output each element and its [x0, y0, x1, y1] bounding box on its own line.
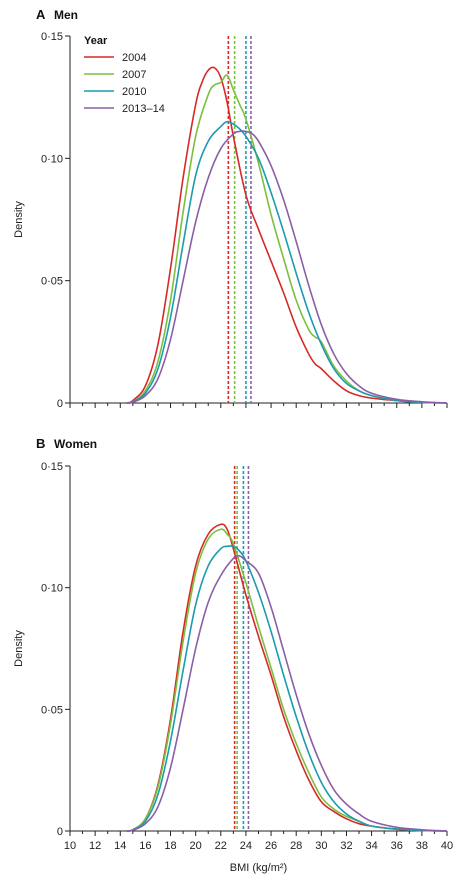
x-tick-label: 14 — [114, 840, 126, 852]
series-line-2010 — [126, 545, 448, 832]
x-tick-label: 34 — [365, 840, 377, 852]
x-tick-label: 12 — [89, 840, 101, 852]
x-tick-label: 30 — [315, 840, 327, 852]
series-line-2013–14 — [126, 130, 448, 404]
legend-title: Year — [84, 35, 108, 47]
x-tick-label: 36 — [391, 840, 403, 852]
legend-label: 2007 — [122, 69, 146, 81]
series-line-2004 — [126, 66, 448, 404]
panel-title: Women — [54, 437, 97, 451]
series-line-2010 — [126, 120, 448, 404]
x-tick-label: 16 — [139, 840, 151, 852]
x-tick-label: 40 — [441, 840, 453, 852]
x-tick-label: 24 — [240, 840, 252, 852]
y-tick-label: 0·05 — [41, 276, 63, 288]
legend-label: 2013–14 — [122, 103, 165, 115]
series-line-2004 — [126, 523, 448, 832]
x-tick-label: 28 — [290, 840, 302, 852]
panel-b-women: B Women 0 0·05 0·10 0·15 10 12 14 16 18 20 22 24 26 28 3… — [13, 436, 453, 874]
y-tick-label: 0·05 — [41, 704, 63, 716]
y-axis-label: Density — [13, 201, 25, 238]
panel-title: Men — [54, 8, 78, 22]
x-tick-label: 38 — [416, 840, 428, 852]
y-tick-label: 0·10 — [41, 153, 63, 165]
x-tick-label: 32 — [340, 840, 352, 852]
y-tick-label: 0 — [57, 826, 63, 838]
y-tick-label: 0 — [57, 398, 63, 410]
y-tick-label: 0·15 — [41, 461, 63, 473]
x-axis-label: BMI (kg/m²) — [230, 862, 287, 874]
series-line-2013–14 — [126, 554, 448, 832]
panel-letter: A — [36, 7, 46, 22]
x-tick-label: 18 — [164, 840, 176, 852]
y-tick-label: 0·15 — [41, 31, 63, 43]
x-tick-label: 22 — [215, 840, 227, 852]
x-tick-label: 26 — [265, 840, 277, 852]
legend-label: 2004 — [122, 52, 146, 64]
series-line-2007 — [126, 74, 448, 404]
y-tick-label: 0·10 — [41, 583, 63, 595]
x-tick-label: 10 — [64, 840, 76, 852]
x-tick-label: 20 — [190, 840, 202, 852]
y-axis-label: Density — [13, 630, 25, 667]
series-line-2007 — [126, 528, 448, 832]
legend-label: 2010 — [122, 86, 146, 98]
panel-letter: B — [36, 436, 45, 451]
panel-a-men: A Men 0 0·05 0·10 0·15 Density Year 2004 2007 2010… — [13, 7, 448, 410]
